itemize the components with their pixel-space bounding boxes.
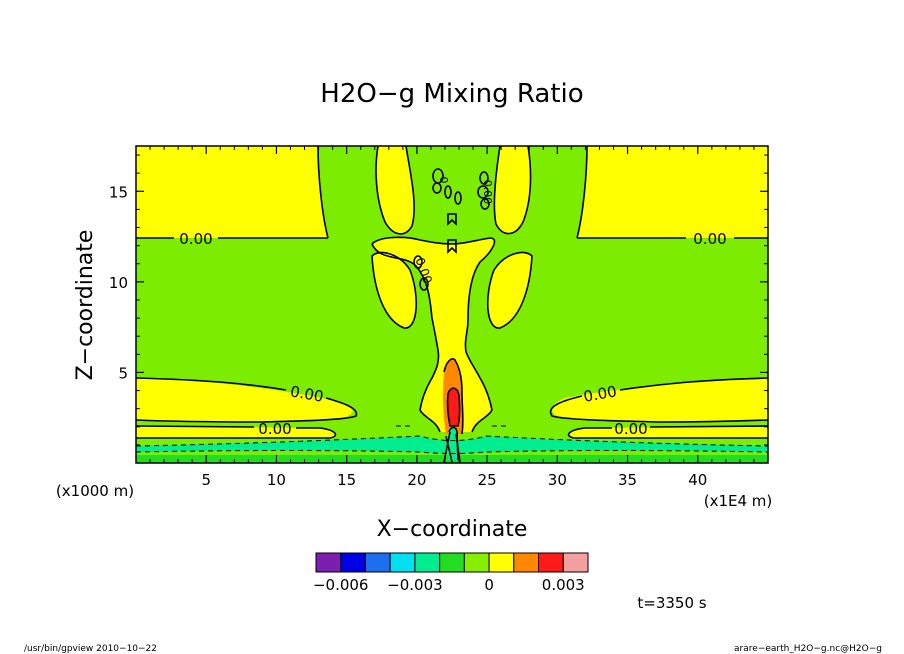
contour-line <box>135 435 769 447</box>
plot-frame <box>135 145 769 464</box>
x-scale-label: (x1000 m) <box>56 482 134 500</box>
colorbar-tick-label: 0 <box>484 576 494 594</box>
colorbar-tick-label: −0.006 <box>313 576 369 594</box>
contour-line <box>479 171 489 185</box>
contour-line <box>443 431 461 463</box>
contour-line <box>371 251 418 329</box>
contour-line <box>549 377 769 423</box>
footer-right: arare−earth_H2O−g.nc@H2O−g <box>734 644 882 654</box>
colorbar-swatch <box>414 552 441 573</box>
chart-title: H2O−g Mixing Ratio <box>320 79 583 109</box>
contour-region-upper-right-lobe <box>494 146 531 234</box>
contour-region-left-lobe <box>372 252 417 329</box>
x-tick-label: 15 <box>337 471 356 489</box>
colorbar-swatch <box>513 552 540 573</box>
contour-region-central-tower <box>372 237 495 432</box>
contour-line <box>375 145 415 235</box>
contour-line <box>448 426 459 461</box>
contour-field <box>136 146 768 463</box>
y-axis: 5 10 15 <box>109 154 768 446</box>
contour-label: 0.00 <box>582 382 618 406</box>
colorbar-swatch <box>488 552 515 573</box>
colorbar-tick-label: 0.003 <box>542 576 585 594</box>
x-tick-label: 5 <box>201 471 211 489</box>
contour-region-core-red <box>447 388 460 426</box>
colorbar-swatch <box>340 552 366 573</box>
contour-line <box>447 239 457 254</box>
contour-region-lower-left-strip <box>136 426 336 438</box>
contour-line <box>567 425 769 439</box>
colorbar-swatch <box>562 552 589 573</box>
contour-region-upper-left-lobe <box>376 146 415 234</box>
contour-line <box>477 185 489 199</box>
colorbar <box>315 552 589 573</box>
colorbar-swatch <box>538 552 564 573</box>
y-tick-label: 10 <box>109 274 128 292</box>
x-axis: 5 10 15 20 25 30 35 40 <box>149 146 755 489</box>
contour-line <box>135 450 769 454</box>
contour-line <box>454 191 462 205</box>
colorbar-swatch <box>389 552 416 573</box>
contour-line <box>135 425 337 439</box>
contour-label: 0 <box>437 177 450 184</box>
contour-label: 0.00 <box>289 382 325 406</box>
contour-line <box>371 236 496 433</box>
contour-line <box>371 243 441 433</box>
contour-line <box>576 145 588 239</box>
contour-region-lower-left-band <box>136 378 353 423</box>
contour-region-top-right <box>577 146 768 238</box>
contour-lines-negative <box>135 425 769 454</box>
colorbar-labels: −0.006 −0.003 0 0.003 <box>313 576 585 594</box>
contour-region-lower-right-strip <box>568 426 768 438</box>
x-unit-label: (x1E4 m) <box>704 492 773 510</box>
contour-line <box>419 277 429 291</box>
contour-line <box>317 145 329 239</box>
contour-labels: 0.00 0.00 0.00 0.00 0.00 0.00 0.00 0.00 … <box>179 177 726 439</box>
contour-line <box>446 387 461 427</box>
y-tick-label: 15 <box>109 183 128 201</box>
contour-line <box>493 145 532 235</box>
colorbar-swatch <box>315 552 342 573</box>
footer-left: /usr/bin/gpview 2010−10−22 <box>24 644 157 654</box>
colorbar-swatch <box>364 552 391 573</box>
contour-line <box>447 213 457 226</box>
contour-line <box>413 255 423 269</box>
contour-lines <box>135 145 769 463</box>
contour-line <box>486 251 533 329</box>
contour-label: 0.00 <box>481 180 494 205</box>
contour-label: 0.00 <box>614 420 647 438</box>
time-label: t=3350 s <box>637 594 706 612</box>
contour-line <box>443 357 464 435</box>
x-tick-label: 35 <box>618 471 637 489</box>
contour-line <box>432 182 442 194</box>
contour-region-lower-right-band <box>552 378 768 423</box>
colorbar-swatch <box>439 552 465 573</box>
contour-label: 0.00 <box>179 230 212 248</box>
contour-region-top-left <box>136 146 328 238</box>
colorbar-tick-label: −0.003 <box>387 576 443 594</box>
x-tick-label: 40 <box>688 471 707 489</box>
contour-line <box>135 377 358 423</box>
contour-label: 0.00 <box>693 230 726 248</box>
x-tick-label: 30 <box>548 471 567 489</box>
contour-line <box>480 198 490 210</box>
contour-region-right-lobe <box>487 252 532 329</box>
contour-line <box>444 185 452 199</box>
x-tick-label: 25 <box>478 471 497 489</box>
y-axis-label: Z−coordinate <box>73 230 98 381</box>
y-tick-label: 5 <box>118 364 128 382</box>
x-axis-label: X−coordinate <box>377 517 528 542</box>
x-tick-label: 20 <box>407 471 426 489</box>
contour-label: 0.00 <box>258 420 291 438</box>
x-tick-label: 10 <box>267 471 286 489</box>
colorbar-swatch <box>463 552 490 573</box>
